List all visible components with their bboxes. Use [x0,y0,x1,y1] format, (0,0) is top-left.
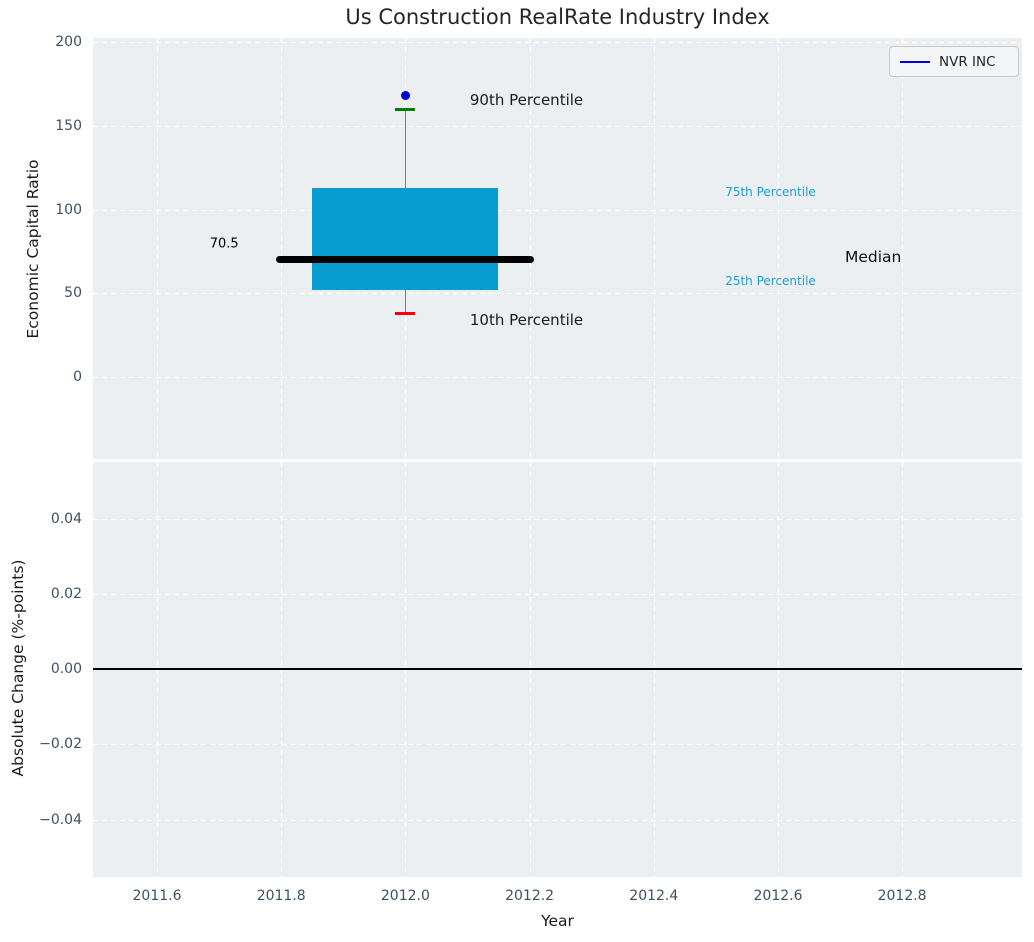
x-tick-label: 2012.6 [753,888,803,904]
gridline-horizontal [93,293,1022,295]
whisker-cap-90th [395,107,416,111]
gridline-vertical [653,38,655,459]
x-tick-label: 2011.8 [256,888,306,904]
annotation-90th-percentile: 90th Percentile [469,90,584,109]
y-axis-label-top: Economic Capital Ratio [24,159,42,339]
y-tick-label-bottom: 0.04 [50,510,82,527]
y-tick-label-top: 100 [55,201,82,218]
legend-label: NVR INC [939,53,996,70]
median-line [276,255,535,263]
x-axis-label: Year [541,912,574,930]
y-tick-label-bottom: 0.02 [50,585,82,602]
gridline-vertical [281,38,283,459]
annotation-25th-percentile: 25th Percentile [725,274,816,289]
iqr-box [312,187,499,290]
x-tick-label: 2012.0 [380,888,430,904]
legend: NVR INC [889,46,1019,77]
gridline-horizontal [93,377,1022,379]
x-tick-label: 2011.6 [132,888,182,904]
annotation-75th-percentile: 75th Percentile [725,185,816,199]
chart-title: Us Construction RealRate Industry Index [345,5,770,29]
y-tick-label-bottom: −0.04 [39,811,82,828]
gridline-vertical [902,38,904,459]
zero-reference-line [93,668,1022,671]
gridline-horizontal [93,744,1022,746]
whisker-cap-10th [395,311,416,315]
x-tick-label: 2012.4 [629,888,679,904]
y-tick-label-top: 50 [64,285,82,302]
y-tick-label-top: 200 [55,34,82,50]
company-point [400,91,410,101]
legend-line-swatch [900,60,930,63]
annotation-median: Median [845,248,902,267]
gridline-horizontal [93,819,1022,821]
gridline-horizontal [93,593,1022,595]
annotation-70-5: 70.5 [209,236,239,252]
gridline-horizontal [93,518,1022,520]
gridline-vertical [778,38,779,459]
top-plot-area [93,38,1022,459]
gridline-vertical [157,38,158,459]
y-tick-label-bottom: −0.02 [39,736,82,753]
gridline-horizontal [93,42,1022,43]
bottom-plot-area [93,462,1022,877]
x-tick-label: 2012.2 [505,888,555,904]
y-tick-label-top: 150 [55,117,82,134]
gridline-horizontal [93,125,1022,127]
annotation-10th-percentile: 10th Percentile [469,311,584,330]
gridline-vertical [529,38,531,459]
gridline-horizontal [93,209,1022,211]
y-tick-label-top: 0 [73,369,82,386]
y-tick-label-bottom: 0.00 [50,661,82,678]
x-tick-label: 2012.8 [877,888,927,904]
